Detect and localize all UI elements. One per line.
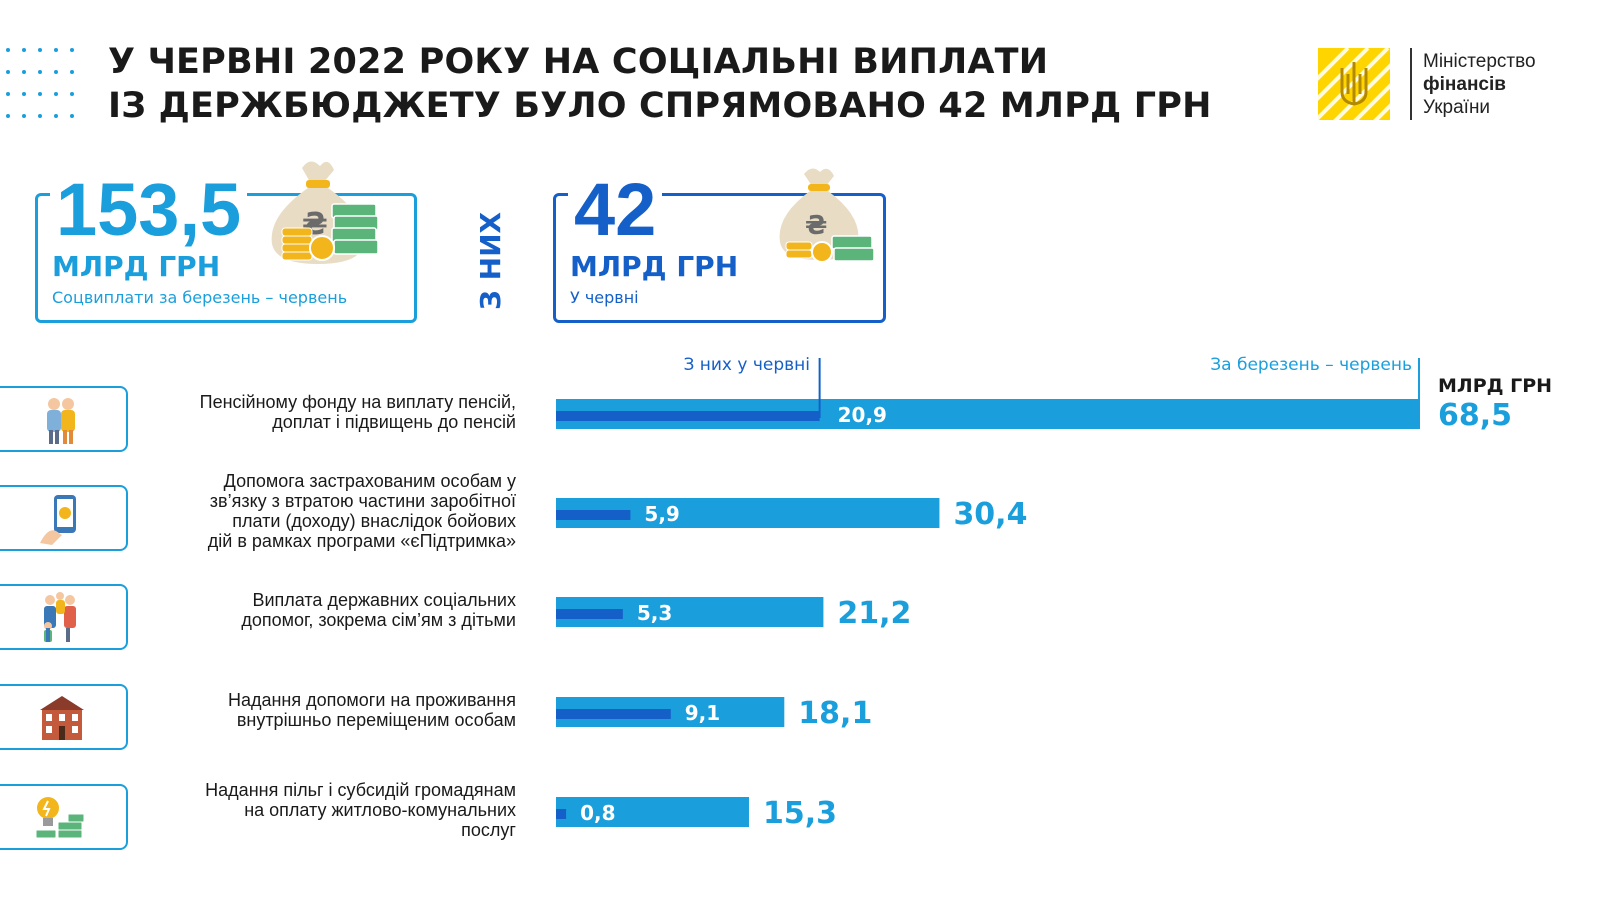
total-value-label: 21,2 bbox=[837, 596, 911, 631]
legend-june: З них у червні bbox=[683, 355, 810, 375]
decorative-dot bbox=[38, 92, 42, 96]
bar-june bbox=[556, 609, 623, 619]
category-label-line: послуг bbox=[461, 820, 516, 840]
category-label: Пенсійному фонду на виплату пенсій, допла… bbox=[130, 392, 516, 432]
ministry-name: Міністерство фінансів України bbox=[1423, 50, 1536, 119]
total-value: 153,5 bbox=[50, 170, 248, 250]
category-label-line: Пенсійному фонду на виплату пенсій, bbox=[199, 392, 516, 412]
decorative-dot bbox=[54, 48, 58, 52]
decorative-dot bbox=[54, 70, 58, 74]
category-icon-box bbox=[0, 485, 128, 551]
unit-header: МЛРД ГРН bbox=[1438, 375, 1553, 397]
family-icon bbox=[44, 592, 76, 642]
house-icon bbox=[40, 696, 84, 740]
ministry-name-line-1: Міністерство bbox=[1423, 51, 1536, 72]
june-value-label: 5,9 bbox=[644, 502, 679, 526]
money-bag-small-icon: ₴ bbox=[779, 168, 874, 263]
bar-june bbox=[556, 411, 820, 421]
decorative-dot bbox=[38, 70, 42, 74]
decorative-dot bbox=[22, 70, 26, 74]
legend-total: За березень – червень bbox=[1210, 355, 1412, 375]
decorative-dot bbox=[70, 70, 74, 74]
page-title-line-2: ІЗ ДЕРЖБЮДЖЕТУ БУЛО СПРЯМОВАНО 42 МЛРД Г… bbox=[108, 86, 1212, 126]
decorative-dot bbox=[70, 48, 74, 52]
page-title-line-1: У ЧЕРВНІ 2022 РОКУ НА СОЦІАЛЬНІ ВИПЛАТИ bbox=[108, 42, 1049, 82]
ministry-name-line-3: України bbox=[1423, 97, 1491, 118]
total-caption: Соцвиплати за березень – червень bbox=[52, 288, 348, 307]
ministry-emblem-icon bbox=[1318, 48, 1390, 120]
elderly-couple-icon bbox=[47, 398, 75, 444]
decorative-dot bbox=[6, 70, 10, 74]
category-label: Надання допомоги на проживання внутрішньо… bbox=[130, 690, 516, 730]
category-label: Виплата державних соціальних допомог, зок… bbox=[130, 590, 516, 630]
total-value-label: 30,4 bbox=[953, 497, 1027, 532]
category-label: Допомога застрахованим особам у зв’язку з… bbox=[130, 471, 516, 551]
category-label-line: Надання допомоги на проживання bbox=[227, 690, 516, 710]
category-label-line: Допомога застрахованим особам у bbox=[223, 471, 516, 491]
decorative-dot bbox=[22, 114, 26, 118]
june-value-label: 9,1 bbox=[685, 701, 720, 725]
category-label-line: Виплата державних соціальних bbox=[252, 590, 516, 610]
june-value-label: 0,8 bbox=[580, 801, 615, 825]
category-icon-box bbox=[0, 684, 128, 750]
total-value-label: 18,1 bbox=[798, 696, 872, 731]
phone-hand-icon bbox=[40, 495, 76, 545]
category-label-line: зв’язку з втратою частини заробітної bbox=[209, 491, 516, 511]
decorative-dot bbox=[22, 48, 26, 52]
decorative-dot bbox=[6, 92, 10, 96]
decorative-dot bbox=[70, 114, 74, 118]
category-label-line: дій в рамках програми «єПідтримка» bbox=[207, 531, 516, 551]
june-value: 42 bbox=[568, 170, 663, 250]
bar-june bbox=[556, 709, 671, 719]
total-unit: МЛРД ГРН bbox=[52, 250, 221, 283]
june-value-label: 20,9 bbox=[838, 403, 887, 427]
total-value-label: 68,5 bbox=[1438, 398, 1512, 433]
ministry-name-line-2: фінансів bbox=[1423, 74, 1506, 95]
decorative-dot bbox=[38, 48, 42, 52]
decorative-dot bbox=[22, 92, 26, 96]
category-label-line: внутрішньо переміщеним особам bbox=[236, 710, 516, 730]
bar-total bbox=[556, 797, 749, 827]
category-label-line: плати (доходу) внаслідок бойових bbox=[232, 511, 516, 531]
logo-divider bbox=[1410, 48, 1412, 120]
decorative-dot bbox=[54, 92, 58, 96]
category-icon-box bbox=[0, 584, 128, 650]
money-bag-icon: ₴ bbox=[271, 161, 379, 264]
category-label: Надання пільг і субсидій громадянам на оп… bbox=[130, 780, 516, 840]
category-label-line: доплат і підвищень до пенсій bbox=[272, 412, 516, 432]
decorative-dot bbox=[54, 114, 58, 118]
page-title: У ЧЕРВНІ 2022 РОКУ НА СОЦІАЛЬНІ ВИПЛАТИ … bbox=[108, 40, 1212, 128]
decorative-dot bbox=[70, 92, 74, 96]
category-label-line: допомог, зокрема сім’ям з дітьми bbox=[241, 610, 516, 630]
category-label-line: на оплату житлово-комунальних bbox=[244, 800, 516, 820]
bar-june bbox=[556, 510, 631, 520]
bulb-money-icon bbox=[35, 797, 85, 839]
decorative-dot bbox=[6, 48, 10, 52]
decorative-dot bbox=[6, 114, 10, 118]
june-value-label: 5,3 bbox=[637, 601, 672, 625]
category-label-line: Надання пільг і субсидій громадянам bbox=[205, 780, 516, 800]
june-caption: У червні bbox=[570, 288, 639, 307]
category-icon-box bbox=[0, 386, 128, 452]
category-icon-box bbox=[0, 784, 128, 850]
decorative-dot bbox=[38, 114, 42, 118]
svg-text:₴: ₴ bbox=[805, 211, 827, 241]
bar-june bbox=[556, 809, 567, 819]
total-value-label: 15,3 bbox=[763, 796, 837, 831]
june-unit: МЛРД ГРН bbox=[570, 250, 739, 283]
